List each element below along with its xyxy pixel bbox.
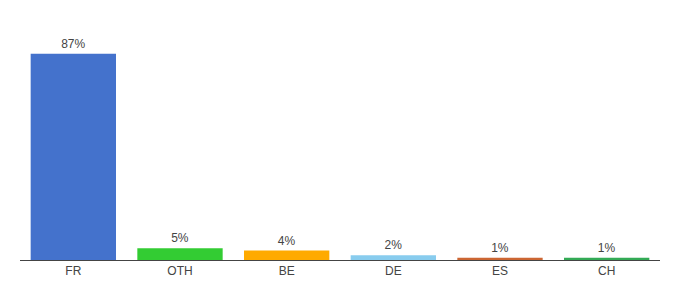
svg-text:FR: FR xyxy=(65,264,81,278)
svg-text:CH: CH xyxy=(598,264,615,278)
svg-text:2%: 2% xyxy=(384,238,402,252)
svg-text:4%: 4% xyxy=(278,234,296,248)
svg-text:DE: DE xyxy=(385,264,402,278)
svg-text:1%: 1% xyxy=(598,241,616,255)
svg-text:1%: 1% xyxy=(491,241,509,255)
svg-text:ES: ES xyxy=(492,264,508,278)
svg-text:87%: 87% xyxy=(61,37,85,51)
svg-text:OTH: OTH xyxy=(167,264,192,278)
svg-text:BE: BE xyxy=(279,264,295,278)
svg-text:5%: 5% xyxy=(171,231,189,245)
